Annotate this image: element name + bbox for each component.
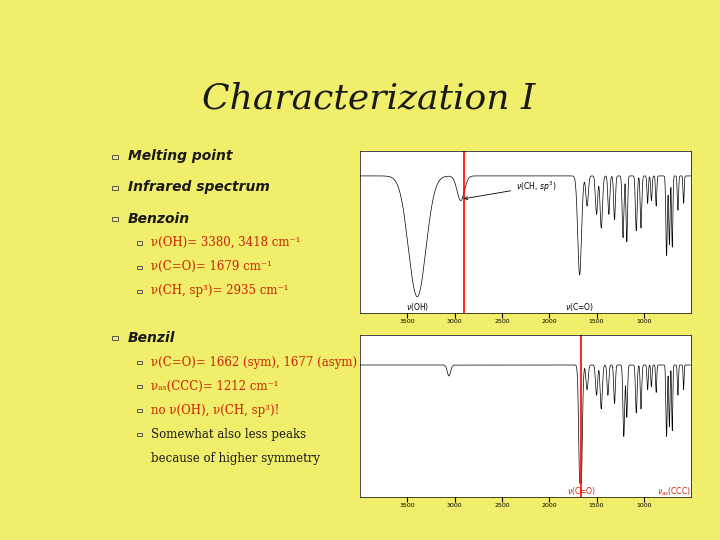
Text: Somewhat also less peaks: Somewhat also less peaks	[150, 428, 306, 441]
Text: $\nu$(OH): $\nu$(OH)	[405, 301, 429, 313]
Text: $\nu$(CH, $sp^3$): $\nu$(CH, $sp^3$)	[464, 179, 557, 200]
Text: Benzil: Benzil	[128, 331, 176, 345]
Text: Characterization I: Characterization I	[202, 82, 536, 116]
Text: $\nu_{as}$(CCC): $\nu_{as}$(CCC)	[657, 485, 691, 497]
Text: ν(OH)= 3380, 3418 cm⁻¹: ν(OH)= 3380, 3418 cm⁻¹	[150, 237, 300, 249]
Text: ν(C=O)= 1662 (sym), 1677 (asym) cm⁻¹: ν(C=O)= 1662 (sym), 1677 (asym) cm⁻¹	[150, 356, 390, 369]
Text: Benzoin: Benzoin	[128, 212, 190, 226]
Text: ν(C=O)= 1679 cm⁻¹: ν(C=O)= 1679 cm⁻¹	[150, 260, 271, 273]
Text: Infrared spectrum: Infrared spectrum	[128, 180, 270, 194]
Text: because of higher symmetry: because of higher symmetry	[150, 452, 320, 465]
Text: Melting point: Melting point	[128, 149, 233, 163]
Text: ν(CH, sp³)= 2935 cm⁻¹: ν(CH, sp³)= 2935 cm⁻¹	[150, 285, 288, 298]
Text: $\nu$(C=O): $\nu$(C=O)	[565, 301, 594, 313]
Text: $\nu$(C=O): $\nu$(C=O)	[567, 485, 596, 497]
Text: νₐₛ(CCC)= 1212 cm⁻¹: νₐₛ(CCC)= 1212 cm⁻¹	[150, 380, 279, 393]
Text: no ν(OH), ν(CH, sp³)!: no ν(OH), ν(CH, sp³)!	[150, 404, 279, 417]
